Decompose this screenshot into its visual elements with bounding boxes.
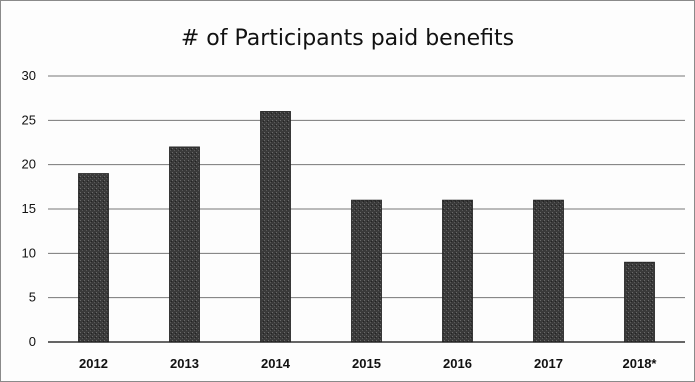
y-tick-label: 10 [22, 245, 36, 260]
bar-2016 [442, 199, 473, 343]
y-tick-label: 30 [22, 68, 36, 83]
bar-2013 [169, 146, 200, 343]
bar-2015 [351, 199, 382, 343]
y-tick-label: 25 [22, 112, 36, 127]
x-tick-label: 2015 [352, 356, 381, 371]
y-tick-label: 15 [22, 201, 36, 216]
bar-2018* [624, 261, 655, 343]
y-axis-ticks: 0 5 10 15 20 25 30 [22, 68, 36, 349]
bar-2014 [260, 111, 291, 343]
x-tick-label: 2016 [443, 356, 472, 371]
x-axis-ticks: 2012 2013 2014 2015 2016 2017 2018* [79, 356, 657, 371]
x-tick-label: 2018* [623, 356, 658, 371]
x-tick-label: 2012 [79, 356, 108, 371]
bar-2012 [78, 173, 109, 343]
bars [78, 111, 655, 343]
x-tick-label: 2014 [261, 356, 291, 371]
bar-2017 [533, 199, 564, 343]
chart-title: # of Participants paid benefits [180, 26, 515, 51]
x-tick-label: 2013 [170, 356, 199, 371]
y-tick-label: 5 [29, 290, 36, 305]
x-tick-label: 2017 [534, 356, 563, 371]
y-tick-label: 20 [22, 157, 36, 172]
y-tick-label: 0 [29, 334, 36, 349]
